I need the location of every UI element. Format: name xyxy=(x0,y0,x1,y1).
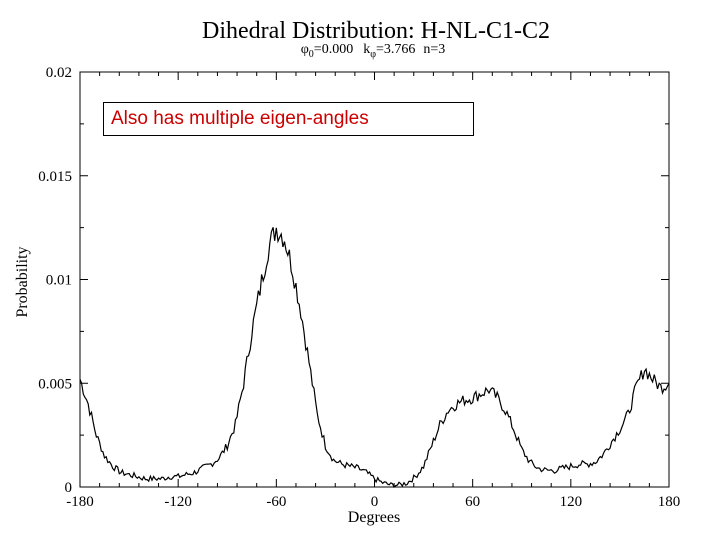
subtitle-k-sub: φ xyxy=(370,49,376,60)
subtitle-phi-value: =0.000 xyxy=(314,42,353,57)
annotation-callout: Also has multiple eigen-angles xyxy=(103,102,474,136)
y-axis-label: Probability xyxy=(14,246,31,317)
subtitle-phi-sub: 0 xyxy=(309,49,314,60)
subtitle-phi-symbol: φ xyxy=(301,42,309,57)
subtitle-k-value: =3.766 xyxy=(376,42,415,57)
series-layer xyxy=(79,227,670,488)
x-tick-label: 180 xyxy=(658,494,681,510)
x-tick-label: -120 xyxy=(164,494,192,510)
subtitle-n: n=3 xyxy=(423,42,445,57)
ticks-layer: -180 -120 -60 0 60 120 180 0 0.005 0.01 0.015 0.02 xyxy=(38,65,680,510)
y-tick-label: 0.01 xyxy=(46,273,72,289)
subtitle-k-symbol: k xyxy=(363,42,370,57)
y-tick-label: 0.015 xyxy=(38,169,72,185)
x-tick-label: 120 xyxy=(560,494,583,510)
chart-subtitle: φ0=0.000 kφ=3.766 n=3 xyxy=(301,42,446,60)
x-tick-label: -180 xyxy=(66,494,94,510)
x-tick-label: -60 xyxy=(266,494,286,510)
y-tick-label: 0.02 xyxy=(46,65,72,81)
y-tick-label: 0 xyxy=(65,480,73,496)
x-tick-label: 0 xyxy=(371,494,379,510)
x-axis-label: Degrees xyxy=(348,509,400,526)
y-tick-label: 0.005 xyxy=(38,376,72,392)
x-tick-label: 60 xyxy=(465,494,480,510)
probability-series-line xyxy=(79,227,670,488)
chart-title: Dihedral Distribution: H-NL-C1-C2 xyxy=(202,18,550,44)
